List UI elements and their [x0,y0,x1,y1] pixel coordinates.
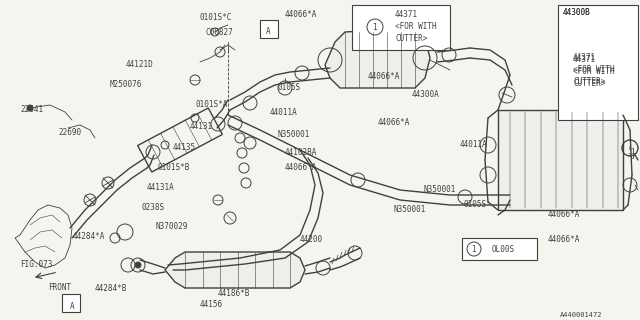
Text: FIG.073: FIG.073 [20,260,52,269]
Text: A440001472: A440001472 [560,312,602,318]
Text: 0101S*B: 0101S*B [158,163,190,172]
Text: 44066*A: 44066*A [548,235,580,244]
Text: 44371: 44371 [573,53,596,62]
Text: OL00S: OL00S [492,245,515,254]
Text: 44186*B: 44186*B [218,289,250,298]
Bar [260,20,278,38]
Text: 44066*A: 44066*A [548,210,580,219]
Text: 44300B: 44300B [563,8,591,17]
Text: 44300B: 44300B [563,8,591,17]
Text: 44284*A: 44284*A [73,232,106,241]
Text: 44371: 44371 [573,55,596,64]
Text: 44066*A: 44066*A [285,163,317,172]
Text: 44131A: 44131A [147,183,175,192]
Text: M250076: M250076 [110,80,142,89]
Text: 22641: 22641 [20,105,43,114]
Text: 0105S: 0105S [463,200,486,209]
Text: N350001: N350001 [393,205,426,214]
Text: 22690: 22690 [58,128,81,137]
Text: N350001: N350001 [424,185,456,194]
Polygon shape [325,28,430,88]
Bar [462,238,537,260]
Text: <FOR WITH: <FOR WITH [573,67,614,76]
Text: 44011A: 44011A [270,108,298,117]
Text: 44066*A: 44066*A [378,118,410,127]
Text: A: A [266,27,270,36]
Text: N350001: N350001 [278,130,310,139]
Text: L: L [628,146,632,150]
Text: 0101S*C: 0101S*C [200,13,232,22]
Bar [558,5,638,120]
Text: 1: 1 [472,244,476,253]
Text: A: A [70,302,74,311]
Text: C00827: C00827 [205,28,233,37]
Circle shape [135,262,141,268]
Circle shape [27,105,33,111]
Text: 44156: 44156 [200,300,223,309]
Text: 44371: 44371 [395,10,418,19]
Text: 0101S*A: 0101S*A [196,100,228,109]
Text: 44102BA: 44102BA [285,148,317,157]
Text: 44135: 44135 [173,143,196,152]
Text: CUTTER>: CUTTER> [573,77,605,86]
Text: 0238S: 0238S [141,203,164,212]
Text: 44300A: 44300A [412,90,440,99]
Text: 44284*B: 44284*B [95,284,127,293]
Text: 1: 1 [372,22,378,31]
Bar [498,110,623,210]
Text: 0105S: 0105S [278,83,301,92]
Text: N370029: N370029 [155,222,188,231]
Text: FRONT: FRONT [48,283,71,292]
Bar [62,294,80,312]
Bar [352,5,450,50]
Text: CUTTER>: CUTTER> [573,79,605,88]
Polygon shape [165,252,305,288]
Text: 44131: 44131 [190,122,213,131]
Text: 44066*A: 44066*A [285,10,317,19]
Text: 44011A: 44011A [460,140,488,149]
Text: <FOR WITH: <FOR WITH [395,22,436,31]
Text: 44121D: 44121D [126,60,154,69]
Text: 44200: 44200 [300,235,323,244]
Text: CUTTER>: CUTTER> [395,34,428,43]
Text: 44066*A: 44066*A [368,72,401,81]
Text: <FOR WITH: <FOR WITH [573,65,614,74]
